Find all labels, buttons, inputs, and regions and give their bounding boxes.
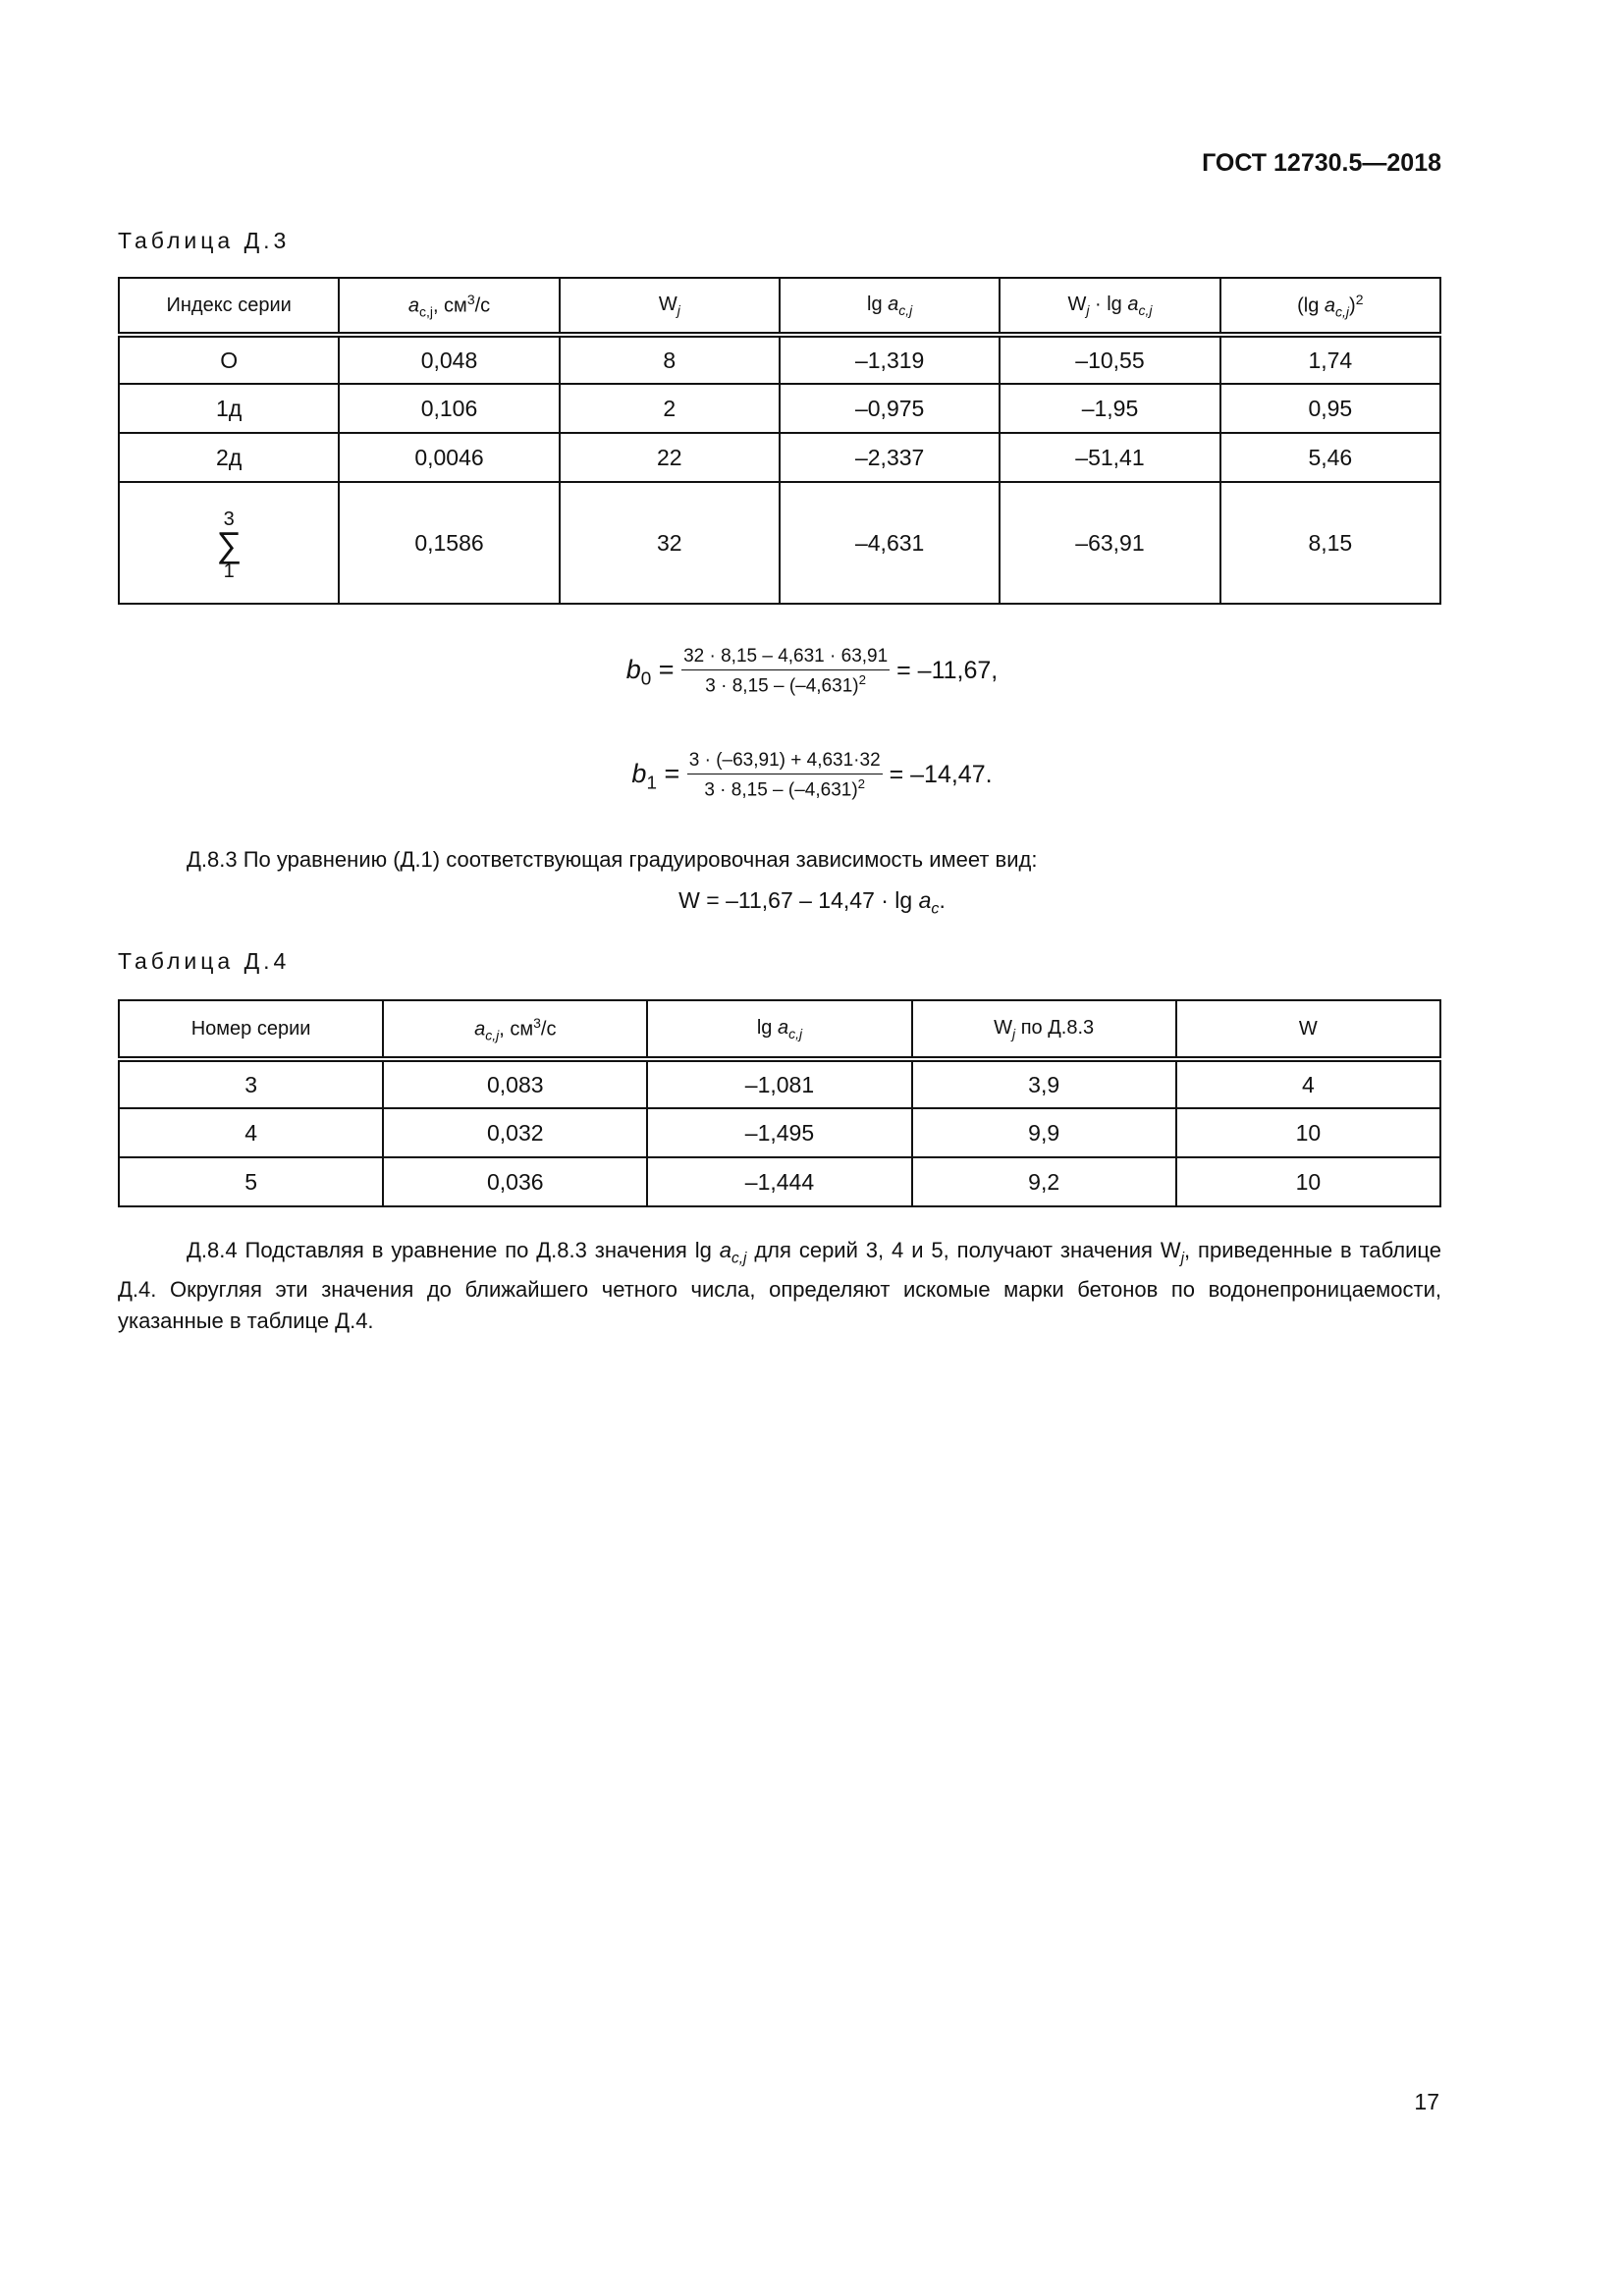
- cell: –10,55: [999, 334, 1221, 385]
- table-d3-caption: Таблица Д.3: [118, 228, 291, 253]
- table-d4-caption: Таблица Д.4: [118, 948, 291, 974]
- table-row: 4 0,032 –1,495 9,9 10: [117, 1107, 1442, 1158]
- cell: –1,495: [646, 1107, 913, 1158]
- cell: О: [117, 334, 341, 385]
- table-header-row: Индекс серии ac,j, см3/с Wj lg ac,j Wj ·…: [117, 277, 1442, 338]
- cell: 0,032: [382, 1107, 649, 1158]
- table-sum-row: 3 ∑ 1 0,1586 32 –4,631 –63,91 8,15: [117, 481, 1442, 605]
- cell: –51,41: [999, 432, 1221, 483]
- table-d3: Индекс серии ac,j, см3/с Wj lg ac,j Wj ·…: [117, 277, 1442, 605]
- cell: 0,0046: [338, 432, 561, 483]
- header-cell: Индекс серии: [117, 277, 341, 338]
- table-d4: Номер серии ac,j, см3/с lg ac,j Wj по Д.…: [117, 999, 1442, 1207]
- table-row: 2д 0,0046 22 –2,337 –51,41 5,46: [117, 432, 1442, 483]
- cell: –0,975: [778, 383, 1001, 434]
- sum-cell: 3 ∑ 1: [117, 481, 341, 605]
- cell: 0,95: [1218, 383, 1442, 434]
- header-cell: lg ac,j: [778, 277, 1001, 338]
- cell: –1,319: [778, 334, 1001, 385]
- table-row: 1д 0,106 2 –0,975 –1,95 0,95: [117, 383, 1442, 434]
- paragraph-d84: Д.8.4 Подставляя в уравнение по Д.8.3 зн…: [118, 1238, 1441, 1334]
- cell: 10: [1174, 1107, 1442, 1158]
- document-code: ГОСТ 12730.5—2018: [1202, 149, 1441, 177]
- cell: –1,444: [646, 1156, 913, 1207]
- cell: –1,081: [646, 1058, 913, 1109]
- formula-w: W = –11,67 – 14,47 · lg ac.: [678, 887, 946, 918]
- header-cell: Номер серии: [117, 999, 385, 1062]
- paragraph-d83: Д.8.3 По уравнению (Д.1) соответствующая…: [187, 847, 1038, 872]
- header-cell: ac,j, см3/с: [338, 277, 561, 338]
- header-cell: W: [1174, 999, 1442, 1062]
- cell: 10: [1174, 1156, 1442, 1207]
- cell: 1,74: [1218, 334, 1442, 385]
- table-row: 3 0,083 –1,081 3,9 4: [117, 1058, 1442, 1109]
- cell: 0,036: [382, 1156, 649, 1207]
- cell: 22: [558, 432, 781, 483]
- formula-b0: b0 = 32 · 8,15 – 4,631 · 63,91 3 · 8,15 –…: [625, 646, 999, 697]
- table-header-row: Номер серии ac,j, см3/с lg ac,j Wj по Д.…: [117, 999, 1442, 1062]
- cell: 4: [117, 1107, 385, 1158]
- cell: 4: [1174, 1058, 1442, 1109]
- table-row: О 0,048 8 –1,319 –10,55 1,74: [117, 334, 1442, 385]
- formula-b1: b1 = 3 · (–63,91) + 4,631·32 3 · 8,15 – (…: [631, 750, 993, 801]
- cell: –63,91: [999, 481, 1221, 605]
- cell: 0,106: [338, 383, 561, 434]
- cell: 2д: [117, 432, 341, 483]
- page-number: 17: [1414, 2089, 1439, 2114]
- header-cell: Wj · lg ac,j: [999, 277, 1221, 338]
- header-cell: ac,j, см3/с: [382, 999, 649, 1062]
- cell: 9,9: [910, 1107, 1177, 1158]
- cell: –1,95: [999, 383, 1221, 434]
- cell: 5: [117, 1156, 385, 1207]
- cell: 8,15: [1218, 481, 1442, 605]
- cell: 0,1586: [338, 481, 561, 605]
- cell: 32: [558, 481, 781, 605]
- cell: 2: [558, 383, 781, 434]
- cell: 0,083: [382, 1058, 649, 1109]
- cell: 8: [558, 334, 781, 385]
- cell: 0,048: [338, 334, 561, 385]
- header-cell: Wj по Д.8.3: [910, 999, 1177, 1062]
- header-cell: Wj: [558, 277, 781, 338]
- cell: 3: [117, 1058, 385, 1109]
- cell: 3,9: [910, 1058, 1177, 1109]
- cell: 1д: [117, 383, 341, 434]
- cell: –2,337: [778, 432, 1001, 483]
- table-row: 5 0,036 –1,444 9,2 10: [117, 1156, 1442, 1207]
- header-cell: (lg ac,j)2: [1218, 277, 1442, 338]
- cell: –4,631: [778, 481, 1001, 605]
- summation-symbol: 3 ∑ 1: [216, 508, 242, 582]
- cell: 5,46: [1218, 432, 1442, 483]
- header-cell: lg ac,j: [646, 999, 913, 1062]
- cell: 9,2: [910, 1156, 1177, 1207]
